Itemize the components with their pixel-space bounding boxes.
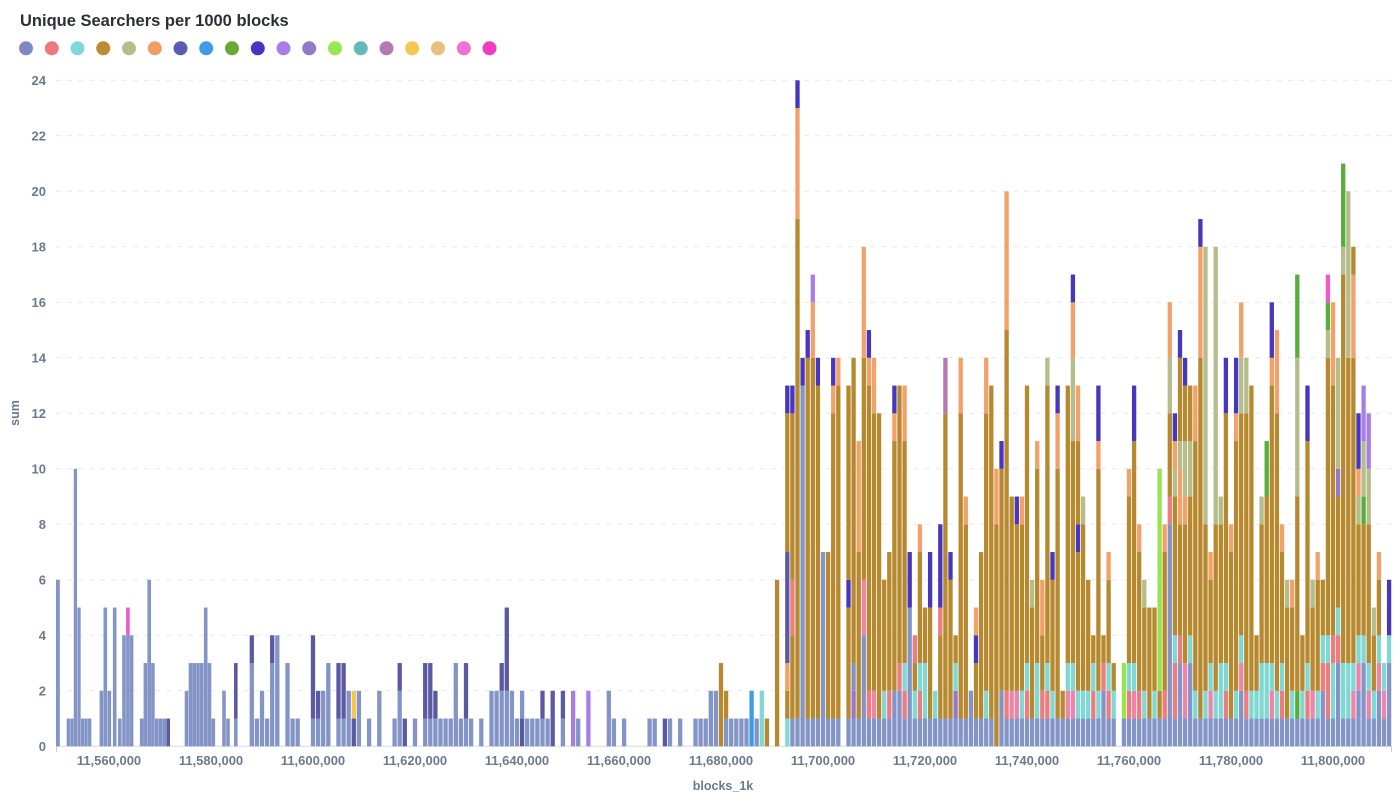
svg-text:11,620,000: 11,620,000 [383,753,447,768]
svg-text:14: 14 [32,350,47,365]
svg-text:11,560,000: 11,560,000 [77,753,141,768]
svg-text:11,700,000: 11,700,000 [791,753,855,768]
svg-text:2: 2 [39,683,46,698]
svg-text:8: 8 [39,517,46,532]
svg-text:sum: sum [8,400,22,426]
svg-text:18: 18 [32,239,46,254]
svg-text:16: 16 [32,295,46,310]
svg-text:11,660,000: 11,660,000 [587,753,651,768]
svg-text:12: 12 [32,406,46,421]
svg-text:10: 10 [32,461,46,476]
svg-text:11,680,000: 11,680,000 [689,753,753,768]
svg-text:Unique Searchers per 1000 bloc: Unique Searchers per 1000 blocks [20,12,289,30]
svg-text:0: 0 [39,739,46,754]
svg-text:4: 4 [39,628,47,643]
svg-text:11,580,000: 11,580,000 [179,753,243,768]
svg-text:24: 24 [32,73,47,88]
svg-text:11,640,000: 11,640,000 [485,753,549,768]
svg-text:11,600,000: 11,600,000 [281,753,345,768]
svg-text:11,780,000: 11,780,000 [1199,753,1263,768]
svg-text:22: 22 [32,128,46,143]
svg-text:11,720,000: 11,720,000 [893,753,957,768]
svg-text:20: 20 [32,184,46,199]
svg-text:6: 6 [39,572,46,587]
svg-text:blocks_1k: blocks_1k [693,779,754,793]
svg-text:11,740,000: 11,740,000 [995,753,1059,768]
svg-text:11,760,000: 11,760,000 [1097,753,1161,768]
svg-text:11,800,000: 11,800,000 [1301,753,1365,768]
